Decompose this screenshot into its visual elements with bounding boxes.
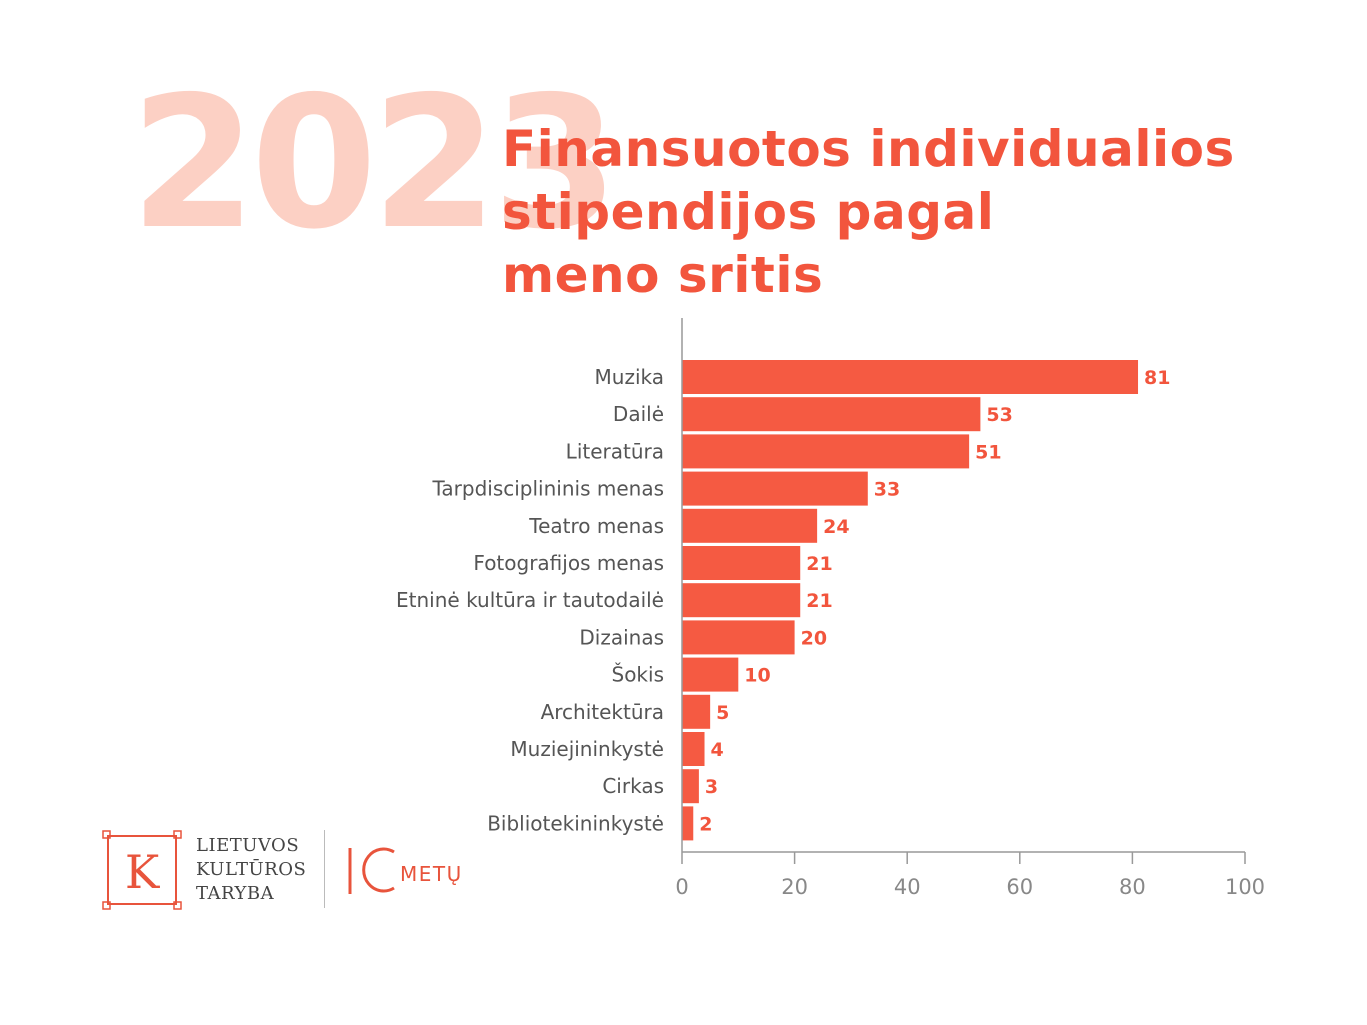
- logo-org-name: LIETUVOS KULTŪROS TARYBA: [196, 834, 306, 906]
- value-label-12: 3: [705, 776, 718, 798]
- x-tick-label-2: 20: [781, 875, 808, 899]
- logo-org-line-3: TARYBA: [196, 883, 275, 904]
- category-label-3: Literatūra: [566, 439, 664, 463]
- x-tick-label-5: 80: [1119, 875, 1146, 899]
- value-label-7: 21: [806, 590, 832, 612]
- category-label-9: Šokis: [612, 663, 665, 687]
- bar-8: [682, 620, 795, 655]
- value-label-5: 24: [823, 516, 849, 538]
- bar-7: [682, 583, 801, 618]
- category-label-5: Teatro menas: [528, 514, 664, 538]
- logo-org-line-2: KULTŪROS: [196, 859, 307, 880]
- title-line-1: Finansuotos individualios: [502, 120, 1235, 178]
- title-line-3: meno sritis: [502, 246, 824, 304]
- logo-block: K LIETUVOS KULTŪROS TARYBA METŲ: [100, 828, 480, 912]
- logo-years-text: METŲ: [400, 862, 463, 886]
- anniversary-ten-icon: [348, 847, 395, 894]
- value-label-6: 21: [806, 553, 832, 575]
- value-label-4: 33: [874, 479, 900, 501]
- category-label-2: Dailė: [613, 402, 664, 426]
- bar-1: [682, 360, 1139, 394]
- value-label-2: 53: [986, 404, 1012, 426]
- value-label-13: 2: [699, 813, 712, 835]
- value-label-3: 51: [975, 441, 1001, 463]
- title-line-2: stipendijos pagal: [502, 183, 995, 241]
- bar-4: [682, 471, 868, 506]
- x-tick-label-4: 60: [1006, 875, 1033, 899]
- bar-13: [682, 806, 694, 841]
- chart-title: Finansuotos individualios stipendijos pa…: [502, 118, 1262, 307]
- bar-6: [682, 546, 801, 580]
- logo-org-line-1: LIETUVOS: [196, 835, 300, 856]
- bar-9: [682, 657, 739, 692]
- x-tick-label-6: 100: [1225, 875, 1265, 899]
- category-label-4: Tarpdisciplininis menas: [432, 477, 665, 501]
- value-label-11: 4: [711, 739, 724, 761]
- category-label-13: Bibliotekininkystė: [487, 811, 664, 835]
- category-label-10: Architektūra: [541, 700, 664, 724]
- category-label-7: Etninė kultūra ir tautodailė: [396, 588, 664, 612]
- year-watermark: 2023: [130, 57, 619, 269]
- bar-12: [682, 769, 699, 804]
- bar-5: [682, 508, 818, 543]
- value-label-1: 81: [1144, 367, 1170, 389]
- category-label-1: Muzika: [595, 365, 664, 389]
- x-tick-label-3: 40: [894, 875, 921, 899]
- category-label-12: Cirkas: [602, 774, 664, 798]
- bar-3: [682, 434, 970, 469]
- value-label-9: 10: [744, 665, 770, 687]
- logo-divider: [324, 830, 325, 908]
- bar-11: [682, 732, 705, 766]
- bar-2: [682, 397, 981, 432]
- x-tick-label-1: 0: [675, 875, 688, 899]
- category-label-6: Fotografijos menas: [473, 551, 664, 575]
- bar-10: [682, 694, 711, 729]
- lkt-logo-icon: K: [102, 830, 182, 910]
- category-label-11: Muziejininkystė: [510, 737, 664, 761]
- value-label-8: 20: [801, 627, 827, 649]
- category-label-8: Dizainas: [579, 625, 664, 649]
- logo-letter: K: [125, 845, 161, 899]
- value-label-10: 5: [716, 702, 729, 724]
